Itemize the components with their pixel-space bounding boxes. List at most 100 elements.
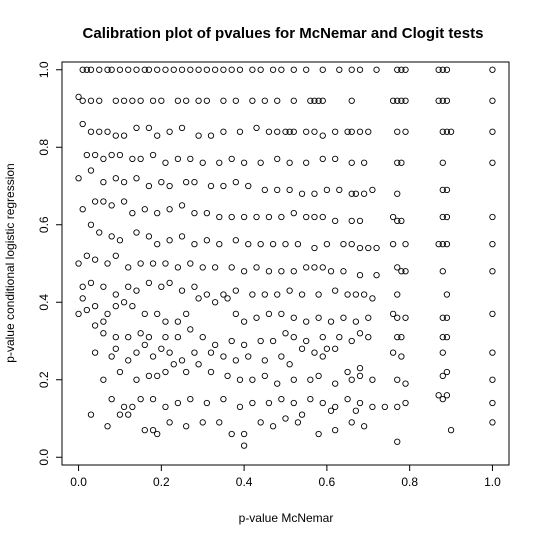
data-point [199, 264, 206, 271]
data-point [75, 175, 82, 182]
data-point [203, 66, 211, 73]
data-point [398, 333, 405, 341]
data-point [149, 260, 157, 267]
x-tick-label: 0.4 [236, 475, 253, 489]
data-point [265, 399, 273, 407]
data-point [402, 380, 409, 387]
data-point [104, 423, 111, 430]
data-point [398, 66, 405, 73]
data-point [443, 368, 451, 376]
data-point [240, 442, 248, 449]
data-point [265, 128, 273, 135]
data-point [232, 310, 239, 318]
data-point [389, 349, 397, 356]
data-point [220, 66, 227, 73]
data-point [199, 419, 206, 426]
data-point [133, 124, 140, 132]
data-point [174, 97, 182, 104]
x-tick-label: 0.6 [319, 475, 336, 489]
data-point [228, 430, 235, 438]
data-point [207, 132, 215, 139]
data-point [348, 66, 355, 73]
data-point [133, 229, 140, 236]
data-point [439, 333, 446, 341]
data-point [290, 333, 297, 341]
data-point [332, 155, 339, 163]
data-point [319, 399, 326, 407]
x-tick-label: 0.2 [153, 475, 170, 489]
data-point [207, 368, 215, 376]
data-point [303, 264, 310, 271]
data-point [319, 333, 326, 341]
data-point [125, 411, 132, 418]
data-point [141, 426, 148, 434]
data-point [394, 97, 401, 104]
data-point [236, 403, 244, 411]
data-point [116, 237, 124, 244]
data-point [402, 314, 409, 321]
data-point [178, 124, 186, 132]
data-point [178, 357, 186, 364]
data-point [394, 333, 401, 341]
data-point [332, 403, 339, 411]
data-point [228, 66, 235, 73]
x-tick-label: 0.8 [401, 475, 418, 489]
data-point [389, 213, 397, 221]
data-point [240, 268, 248, 275]
data-point [356, 128, 364, 135]
data-point [348, 190, 355, 197]
data-point [398, 217, 405, 225]
data-point [191, 349, 198, 356]
data-point [257, 159, 264, 166]
data-point [232, 178, 239, 186]
data-point [79, 97, 86, 104]
data-point [489, 128, 496, 135]
data-point [439, 97, 446, 104]
data-point [315, 372, 322, 380]
data-point [443, 97, 451, 104]
data-point [373, 244, 380, 252]
data-point [439, 268, 446, 275]
data-point [439, 128, 446, 135]
data-point [108, 353, 115, 360]
data-point [240, 159, 248, 166]
data-point [311, 190, 318, 197]
data-point [108, 395, 115, 403]
y-tick-label: 0.8 [37, 139, 51, 156]
data-point [311, 264, 318, 271]
data-point [133, 376, 140, 383]
plot-frame [61, 61, 510, 466]
data-point [435, 66, 442, 73]
data-point [83, 252, 90, 259]
data-point [360, 159, 368, 166]
data-point [125, 66, 132, 73]
data-point [149, 353, 157, 360]
data-point [402, 240, 409, 248]
data-point [356, 271, 364, 279]
data-point [191, 240, 198, 248]
data-point [187, 260, 194, 267]
data-point [79, 206, 86, 213]
data-point [224, 295, 231, 302]
data-point [162, 368, 169, 376]
data-point [274, 155, 281, 163]
data-point [79, 120, 86, 128]
data-point [439, 66, 446, 73]
data-point [112, 132, 119, 139]
data-point [203, 237, 211, 244]
data-point [369, 376, 376, 383]
data-point [323, 186, 331, 194]
data-point [286, 186, 293, 194]
data-point [96, 128, 103, 135]
data-point [195, 66, 202, 73]
x-tick-label: 1.0 [484, 475, 501, 489]
data-point [332, 426, 339, 434]
data-point [439, 314, 446, 321]
data-point [352, 407, 360, 414]
data-point [174, 264, 182, 271]
data-point [191, 209, 198, 217]
data-point [398, 97, 405, 104]
data-point [265, 213, 273, 221]
data-point [360, 190, 368, 197]
data-point [303, 318, 310, 325]
